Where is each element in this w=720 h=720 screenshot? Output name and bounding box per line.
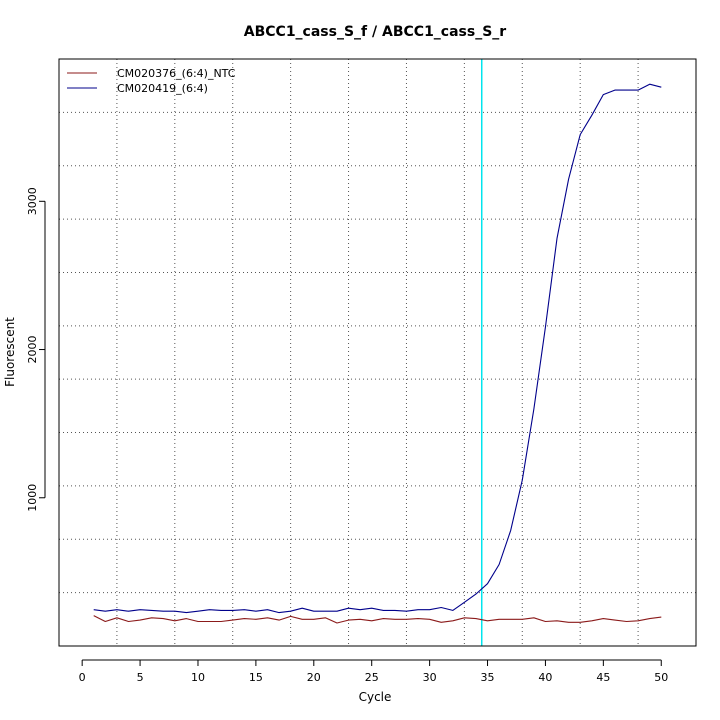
y-tick-label: 1000 bbox=[26, 484, 39, 512]
y-tick-label: 3000 bbox=[26, 187, 39, 215]
grid bbox=[59, 59, 696, 646]
series-line-2 bbox=[93, 83, 662, 614]
legend: CM020376_(6:4)_NTC CM020419_(6:4) bbox=[67, 67, 236, 95]
legend-label-1: CM020376_(6:4)_NTC bbox=[117, 67, 236, 80]
x-tick-label: 0 bbox=[79, 671, 86, 684]
x-tick-label: 35 bbox=[481, 671, 495, 684]
x-tick-label: 5 bbox=[137, 671, 144, 684]
x-tick-label: 45 bbox=[596, 671, 610, 684]
y-tick-label: 2000 bbox=[26, 336, 39, 364]
x-axis-label: Cycle bbox=[359, 690, 392, 704]
chart-title: ABCC1_cass_S_f / ABCC1_cass_S_r bbox=[244, 24, 507, 40]
plot-frame bbox=[58, 58, 697, 647]
x-tick-label: 40 bbox=[538, 671, 552, 684]
y-axis: 1000 2000 3000 bbox=[26, 187, 46, 512]
y-axis-label: Fluorescent bbox=[3, 317, 17, 387]
series-line-1 bbox=[93, 615, 662, 624]
x-tick-label: 50 bbox=[654, 671, 668, 684]
x-axis: 0 5 10 15 20 25 30 35 40 45 50 bbox=[79, 659, 668, 684]
legend-label-2: CM020419_(6:4) bbox=[117, 82, 208, 95]
x-tick-label: 30 bbox=[423, 671, 437, 684]
series-layer bbox=[93, 83, 662, 624]
x-tick-label: 25 bbox=[365, 671, 379, 684]
x-tick-label: 10 bbox=[191, 671, 205, 684]
x-tick-label: 15 bbox=[249, 671, 263, 684]
x-tick-label: 20 bbox=[307, 671, 321, 684]
